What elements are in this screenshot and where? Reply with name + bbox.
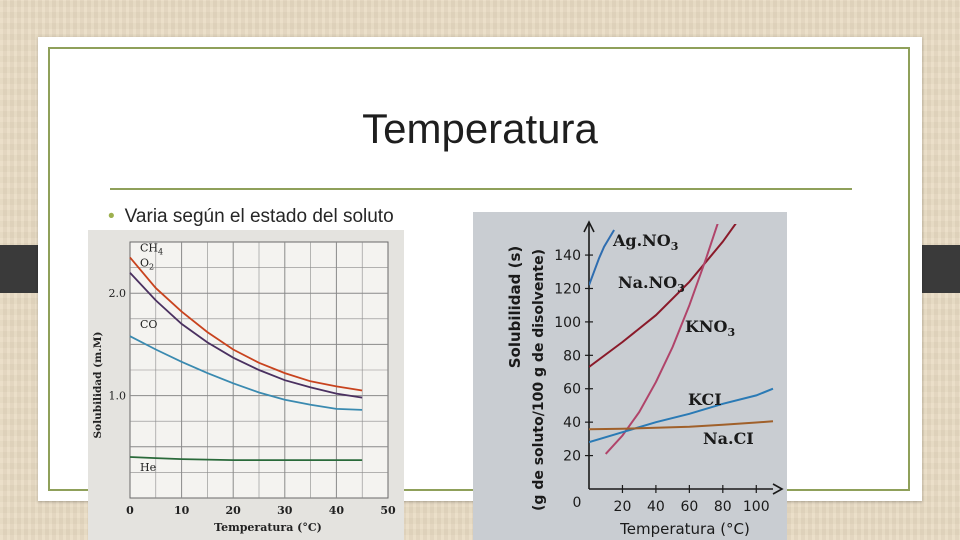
left-decor-tab <box>0 245 44 293</box>
chart1-x-tick-label: 10 <box>174 504 190 517</box>
chart2-series-kci <box>589 387 774 444</box>
chart2-series <box>589 224 774 455</box>
chart2-paper <box>473 212 787 540</box>
chart2-x-tick-label: 60 <box>680 499 698 515</box>
chart1-y-tick-label: 2.0 <box>109 287 127 300</box>
chart2-x-tick-label: 100 <box>743 499 770 515</box>
chart1-series-co <box>129 335 363 411</box>
chart1-label-co: CO <box>140 318 157 331</box>
chart1-y-ticks: 2.0 1.0 <box>109 287 127 402</box>
chart1-series-ch4 <box>129 256 363 392</box>
bullet-item: • Varia según el estado del soluto <box>108 206 394 228</box>
chart2-series-nano3 <box>589 224 737 368</box>
chart2-x-axis-arrow-icon <box>772 483 784 495</box>
chart2-x-tick-label: 20 <box>614 499 632 515</box>
chart1-x-ticks: 0 10 20 30 40 50 <box>126 504 396 517</box>
bullet-dot-icon: • <box>108 206 115 227</box>
chart2-x-tick-label: 80 <box>714 499 732 515</box>
chart1-label-o2: O2 <box>140 257 154 272</box>
chart2-label-agno3: Ag.NO3 <box>612 231 678 253</box>
slide-title: Temperatura <box>0 105 960 153</box>
bullet-text: Varia según el estado del soluto <box>124 206 394 227</box>
chart2-label-kci: KCI <box>688 390 722 409</box>
chart1-y-axis-label: Solubilidad (m.M) <box>92 332 104 439</box>
chart1-x-tick-label: 0 <box>126 504 134 517</box>
chart1-series-he <box>129 456 363 461</box>
chart1-label-he: He <box>140 461 156 474</box>
chart2-x-axis-label: Temperatura (°C) <box>619 520 750 538</box>
chart2-y-axis-label: Solubilidad (s) <box>506 246 524 369</box>
chart1-label-ch4: CH4 <box>140 241 163 256</box>
chart1-x-tick-label: 50 <box>380 504 396 517</box>
chart1-x-tick-label: 30 <box>277 504 293 517</box>
chart2-axes <box>583 220 784 495</box>
chart2-y-tick-label: 20 <box>563 449 581 465</box>
title-divider <box>110 188 852 190</box>
chart1-x-axis-label: Temperatura (°C) <box>214 521 322 534</box>
chart2-y-tick-label: 120 <box>554 281 581 297</box>
chart2-y-tick-label: 80 <box>563 348 581 364</box>
chart1-series-o2 <box>129 272 363 399</box>
chart2-label-kno3: KNO3 <box>685 317 735 339</box>
chart2-y-tick-label: 60 <box>563 382 581 398</box>
chart2-label-nano3: Na.NO3 <box>618 273 685 295</box>
chart2-x-ticks: 0 20 40 60 80 100 <box>573 485 770 515</box>
chart2-y-axis-label-units: (g de soluto/100 g de disolvente) <box>531 249 547 511</box>
chart2-y-axis-arrow-icon <box>583 220 595 233</box>
chart2-y-ticks: 20 40 60 80 100 120 140 <box>554 248 593 465</box>
chart2-series-agno3 <box>589 229 615 286</box>
chart2-y-tick-label: 40 <box>563 415 581 431</box>
chart1-series <box>129 256 363 461</box>
chart2-x-tick-label: 0 <box>573 495 582 511</box>
chart2-y-tick-label: 100 <box>554 315 581 331</box>
chart1-y-tick-label: 1.0 <box>109 390 127 403</box>
chart2-series-naci <box>589 420 774 431</box>
chart1-x-tick-label: 40 <box>329 504 345 517</box>
chart1-x-tick-label: 20 <box>226 504 242 517</box>
chart2-y-tick-label: 140 <box>554 248 581 264</box>
slide-title-text: Temperatura <box>362 105 598 152</box>
chart2-x-tick-label: 40 <box>647 499 665 515</box>
chart2-label-naci: Na.CI <box>703 429 754 448</box>
